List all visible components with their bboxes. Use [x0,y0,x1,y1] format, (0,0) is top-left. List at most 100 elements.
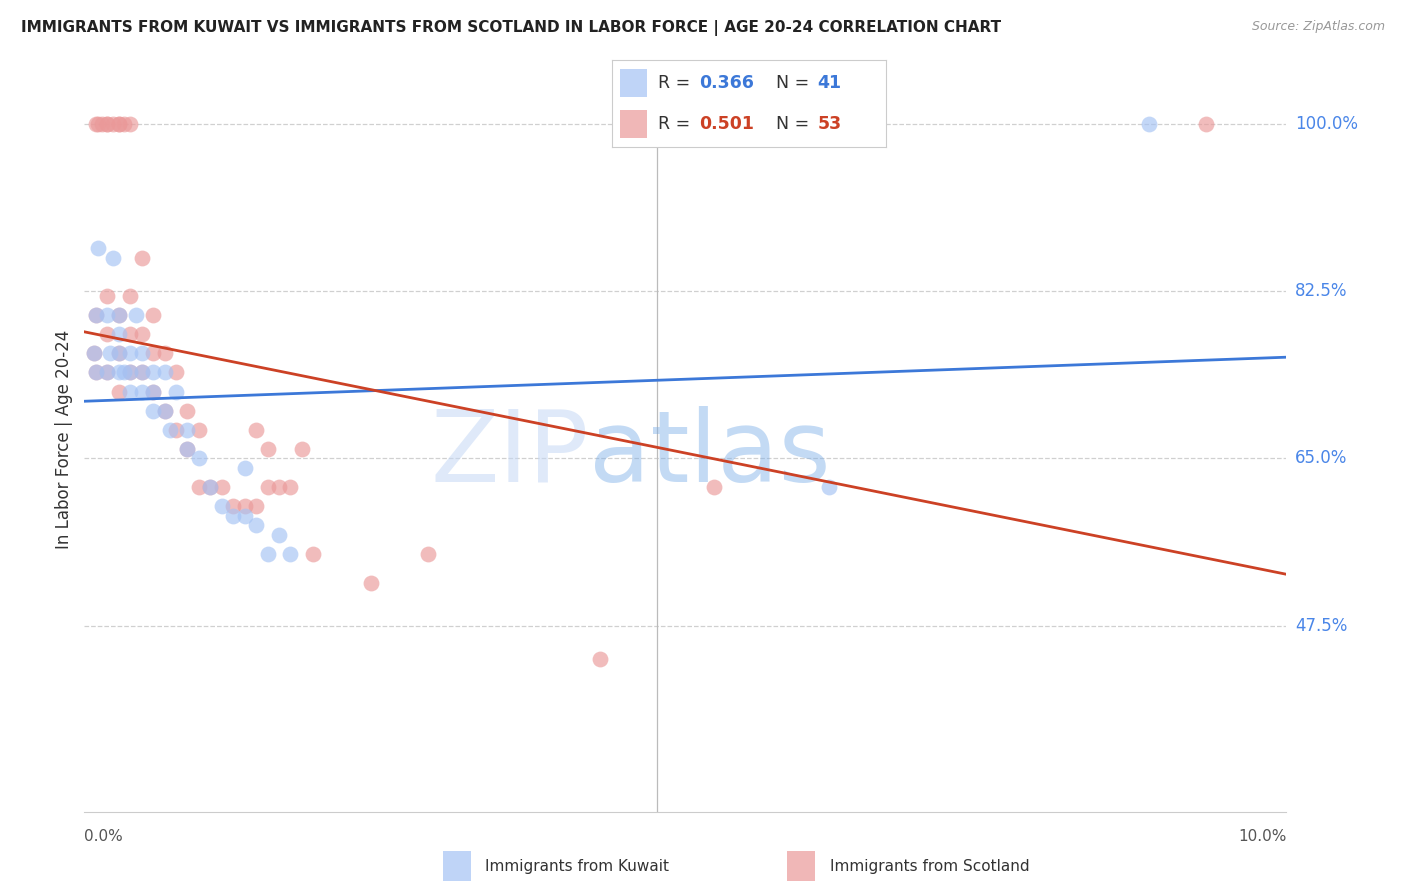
Point [187,480,209,494]
Point [703,480,725,494]
Point [267,528,290,542]
Point [1195,117,1218,131]
Point [96,308,118,322]
Point [817,480,839,494]
Point [153,403,176,417]
Point [120,327,142,342]
Point [107,117,129,131]
Point [107,346,129,360]
Point [211,499,233,513]
Point [101,251,124,265]
Point [120,346,142,360]
Text: 0.501: 0.501 [699,115,755,133]
Point [176,423,198,437]
Point [83,346,105,360]
Point [165,384,187,399]
Text: R =: R = [658,74,696,93]
Text: 0.0%: 0.0% [84,829,124,844]
Point [107,327,129,342]
Point [233,499,256,513]
Point [176,442,198,456]
Point [84,366,107,380]
Point [107,117,129,131]
Point [96,117,118,131]
Point [131,251,153,265]
Point [114,117,135,131]
Point [588,652,610,666]
Point [142,366,165,380]
Point [125,308,148,322]
Point [98,346,121,360]
Text: 47.5%: 47.5% [1295,616,1347,634]
Point [159,423,181,437]
Point [96,289,118,303]
Point [233,508,256,523]
Text: 10.0%: 10.0% [1239,829,1286,844]
Point [131,366,153,380]
Point [1137,117,1160,131]
Point [120,289,142,303]
Point [96,366,118,380]
Point [267,480,290,494]
Point [114,366,135,380]
Text: Source: ZipAtlas.com: Source: ZipAtlas.com [1251,20,1385,33]
Point [280,480,302,494]
Point [131,366,153,380]
Point [83,346,105,360]
Point [87,241,110,255]
Point [96,117,118,131]
Point [200,480,222,494]
Point [153,403,176,417]
Point [200,480,222,494]
Text: Immigrants from Kuwait: Immigrants from Kuwait [485,859,669,873]
Point [84,308,107,322]
Point [120,117,142,131]
Point [256,547,278,561]
Text: 0.366: 0.366 [699,74,754,93]
Point [120,384,142,399]
Text: IMMIGRANTS FROM KUWAIT VS IMMIGRANTS FROM SCOTLAND IN LABOR FORCE | AGE 20-24 CO: IMMIGRANTS FROM KUWAIT VS IMMIGRANTS FRO… [21,20,1001,36]
Point [87,117,110,131]
Text: N =: N = [776,74,815,93]
Point [142,308,165,322]
Point [107,346,129,360]
Point [120,366,142,380]
Text: 65.0%: 65.0% [1295,450,1347,467]
Point [131,346,153,360]
Point [107,308,129,322]
Point [107,308,129,322]
Point [187,423,209,437]
Bar [443,851,471,881]
Point [153,366,176,380]
Point [245,423,267,437]
Point [84,117,107,131]
Point [142,403,165,417]
Text: 41: 41 [817,74,841,93]
Bar [787,851,815,881]
Point [176,403,198,417]
Point [165,423,187,437]
Text: 82.5%: 82.5% [1295,282,1347,301]
Point [187,451,209,466]
Text: R =: R = [658,115,696,133]
Point [90,117,112,131]
Point [302,547,325,561]
Bar [620,69,647,97]
Bar [620,110,647,138]
Point [256,442,278,456]
Point [96,327,118,342]
Point [222,499,245,513]
Point [153,346,176,360]
Point [360,575,382,590]
Point [222,508,245,523]
Point [101,117,124,131]
Point [233,461,256,475]
Point [256,480,278,494]
Point [107,366,129,380]
Point [131,327,153,342]
Point [107,384,129,399]
Text: 100.0%: 100.0% [1295,115,1358,133]
Point [165,366,187,380]
Point [245,499,267,513]
Text: N =: N = [776,115,815,133]
